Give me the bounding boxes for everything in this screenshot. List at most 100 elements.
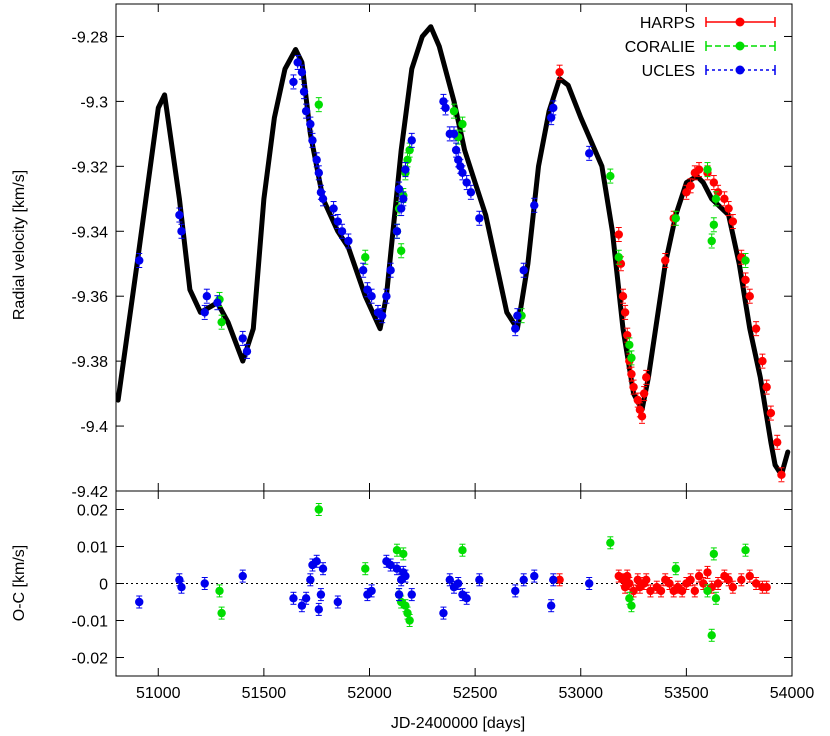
rv-point-ucles bbox=[401, 165, 410, 174]
rv-point-coralie bbox=[707, 236, 716, 246]
y-tick-label-top-5: -9.32 bbox=[72, 159, 109, 176]
rv-point-harps bbox=[623, 330, 632, 340]
oc-point-coralie bbox=[625, 594, 634, 603]
rv-point-ucles bbox=[242, 347, 252, 356]
rv-series-ucles bbox=[135, 54, 594, 359]
rv-point-ucles bbox=[293, 58, 302, 67]
rv-point-harps bbox=[694, 165, 704, 174]
oc-point-harps bbox=[690, 586, 700, 596]
oc-point-ucles bbox=[200, 579, 209, 588]
oc-point-harps bbox=[665, 579, 674, 588]
y-tick-label-top-4: -9.34 bbox=[72, 224, 109, 241]
rv-point-coralie bbox=[449, 106, 459, 116]
rv-point-ucles bbox=[513, 311, 522, 320]
oc-point-harps bbox=[629, 586, 638, 596]
y-tick-label-top-6: -9.3 bbox=[80, 94, 108, 111]
rv-point-harps bbox=[555, 67, 564, 77]
oc-point-ucles bbox=[530, 571, 539, 581]
oc-point-coralie bbox=[458, 546, 467, 555]
rv-point-harps bbox=[777, 470, 786, 479]
oc-point-harps bbox=[677, 586, 687, 596]
oc-point-ucles bbox=[367, 586, 376, 596]
legend-label-harps: HARPS bbox=[640, 15, 695, 32]
oc-point-coralie bbox=[671, 564, 681, 573]
rv-point-ucles bbox=[382, 292, 391, 301]
oc-point-harps bbox=[751, 579, 761, 588]
oc-point-coralie bbox=[399, 549, 408, 559]
oc-point-harps bbox=[686, 575, 695, 584]
rv-point-ucles bbox=[202, 292, 212, 301]
rv-point-ucles bbox=[289, 77, 298, 87]
rv-point-ucles bbox=[377, 311, 387, 320]
oc-point-harps bbox=[555, 575, 564, 584]
rv-point-harps bbox=[642, 373, 651, 382]
rv-point-coralie bbox=[361, 253, 370, 262]
oc-point-coralie bbox=[627, 601, 636, 610]
y-tick-label-top-2: -9.38 bbox=[72, 354, 109, 371]
y-axis-title-radial-velocity: Radial velocity [km/s] bbox=[11, 170, 28, 320]
rv-point-ucles bbox=[314, 168, 323, 178]
radial-velocity-panel: -9.42 -9.4 -9.38 -9.36 -9.34 -9.32 -9.3 -9.28 bbox=[72, 3, 793, 501]
oc-point-ucles bbox=[549, 575, 558, 584]
rv-point-ucles bbox=[407, 136, 416, 145]
rv-point-ucles bbox=[441, 103, 450, 113]
rv-point-coralie bbox=[703, 165, 712, 174]
oc-point-coralie bbox=[361, 564, 370, 573]
oc-point-ucles bbox=[177, 583, 186, 592]
rv-point-ucles bbox=[238, 334, 247, 343]
y-tick-label-top-3: -9.36 bbox=[72, 289, 109, 306]
residuals-panel: 51000 51500 52000 52500 53000 53500 54000 -0.02… bbox=[72, 490, 814, 702]
x-tick-label-53500: 53500 bbox=[664, 685, 709, 702]
y-tick-label-top-7: -9.28 bbox=[72, 29, 109, 46]
rv-point-harps bbox=[633, 395, 642, 405]
rv-point-ucles bbox=[392, 227, 402, 236]
rv-point-harps bbox=[618, 292, 628, 301]
rv-point-ucles bbox=[329, 204, 338, 213]
oc-point-ucles bbox=[306, 575, 315, 584]
oc-point-coralie bbox=[403, 608, 412, 618]
oc-point-harps bbox=[724, 575, 733, 584]
rv-point-harps bbox=[639, 389, 649, 398]
oc-point-ucles bbox=[392, 564, 402, 573]
oc-point-ucles bbox=[386, 560, 395, 570]
rv-point-ucles bbox=[475, 214, 484, 223]
rv-point-coralie bbox=[741, 256, 750, 265]
oc-point-harps bbox=[699, 579, 708, 588]
rv-point-ucles bbox=[530, 201, 539, 210]
oc-point-coralie bbox=[314, 505, 323, 514]
x-axis-title: JD-2400000 [days] bbox=[391, 715, 525, 732]
oc-point-ucles bbox=[135, 597, 144, 607]
rv-point-ucles bbox=[363, 285, 372, 294]
y-tick-label-bottom-3: 0.01 bbox=[77, 540, 108, 557]
oc-point-harps bbox=[623, 571, 632, 581]
oc-point-ucles bbox=[333, 597, 343, 607]
rv-point-ucles bbox=[177, 227, 186, 236]
oc-series-ucles bbox=[135, 554, 594, 620]
oc-point-coralie bbox=[703, 586, 712, 596]
rv-point-harps bbox=[728, 217, 738, 226]
rv-point-ucles bbox=[135, 256, 144, 265]
rv-point-ucles bbox=[519, 266, 528, 275]
oc-point-coralie bbox=[606, 538, 615, 547]
oc-point-ucles bbox=[318, 564, 328, 573]
rv-point-ucles bbox=[367, 292, 376, 301]
oc-point-ucles bbox=[462, 594, 471, 603]
rv-point-coralie bbox=[711, 194, 721, 203]
oc-point-coralie bbox=[215, 586, 224, 596]
oc-point-ucles bbox=[454, 579, 463, 588]
rv-point-harps bbox=[773, 438, 782, 447]
rv-point-harps bbox=[661, 256, 670, 265]
rv-point-harps bbox=[745, 292, 754, 301]
y-tick-label-bottom-2: 0 bbox=[99, 577, 108, 594]
rv-point-harps bbox=[629, 382, 638, 392]
oc-point-harps bbox=[737, 575, 746, 584]
rv-point-ucles bbox=[200, 308, 209, 317]
oc-point-harps bbox=[728, 583, 738, 592]
rv-point-harps bbox=[751, 324, 761, 333]
oc-point-harps bbox=[745, 571, 754, 581]
legend-label-coralie: CORALIE bbox=[625, 39, 695, 56]
rv-point-ucles bbox=[306, 119, 315, 129]
rv-point-ucles bbox=[458, 168, 467, 178]
legend-marker-coralie bbox=[735, 41, 745, 51]
rv-point-coralie bbox=[403, 155, 412, 165]
